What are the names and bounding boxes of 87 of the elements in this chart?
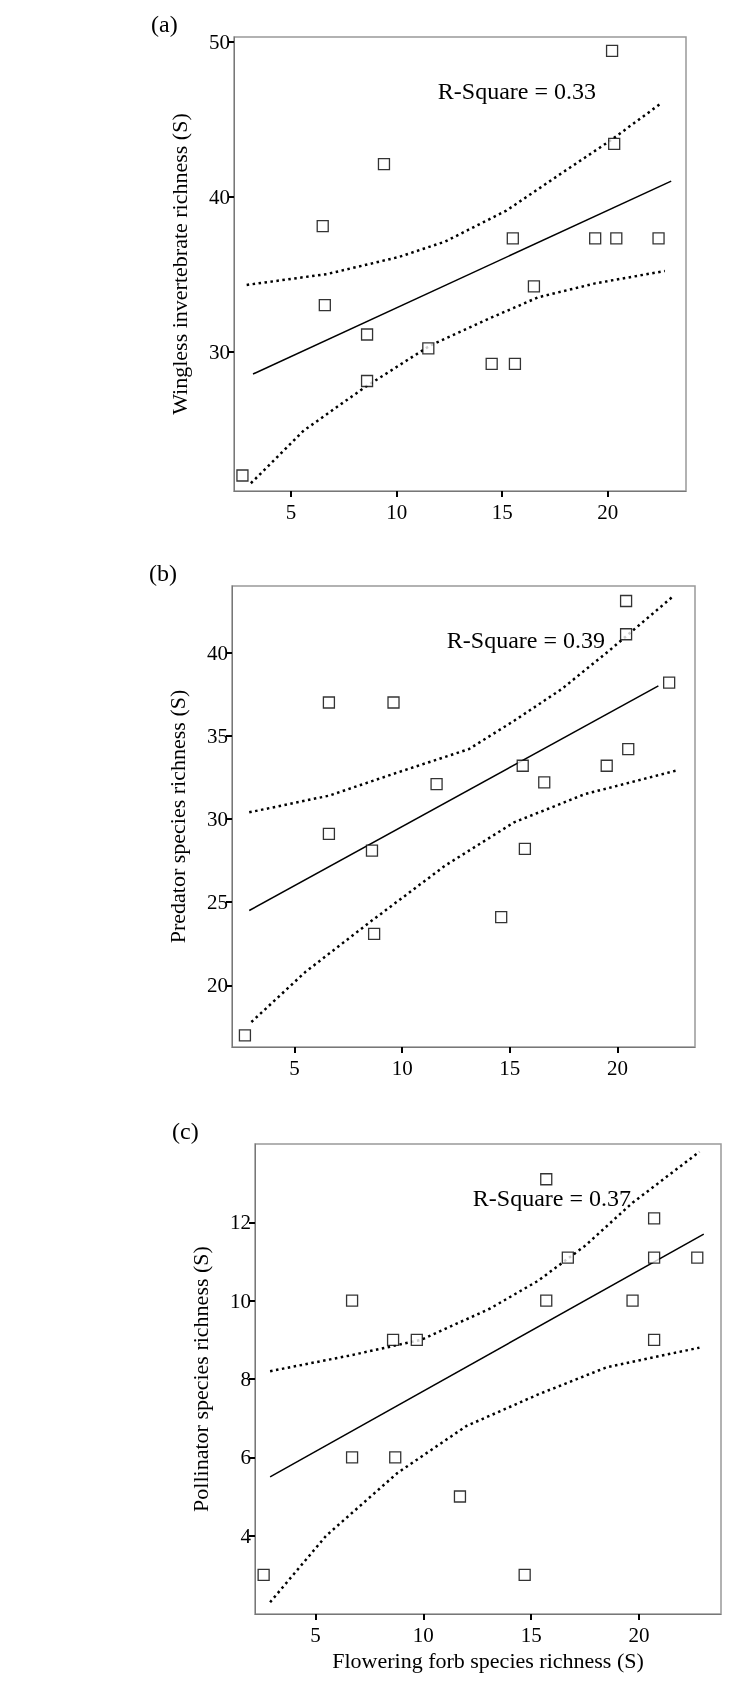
y-tick-label: 20 — [207, 973, 228, 998]
point — [387, 696, 400, 709]
y-tick-label: 12 — [230, 1210, 251, 1235]
point — [377, 157, 391, 171]
x-tick-label: 10 — [386, 499, 408, 524]
point — [365, 844, 379, 857]
line-series — [250, 769, 677, 1024]
line-series — [245, 102, 662, 287]
point — [619, 628, 633, 641]
y-axis-title: Predator species richness (S) — [164, 689, 190, 944]
y-axis-title: Pollinator species richness (S) — [187, 1246, 213, 1512]
point — [322, 696, 336, 709]
x-tick-label: 5 — [285, 499, 297, 524]
x-tick-label: 5 — [310, 1622, 321, 1647]
point — [485, 357, 498, 371]
point — [538, 776, 551, 789]
point — [236, 469, 249, 482]
y-tick-label: 6 — [240, 1445, 251, 1470]
x-tick-label: 15 — [499, 1055, 521, 1080]
point — [422, 342, 435, 355]
point — [589, 232, 602, 245]
point — [410, 1333, 423, 1346]
y-tick-label: 8 — [240, 1367, 251, 1391]
point — [386, 1333, 400, 1346]
y-tick-label: 30 — [207, 807, 228, 831]
point — [389, 1451, 402, 1464]
x-tick-label: 5 — [289, 1055, 300, 1080]
point — [605, 44, 619, 58]
point — [238, 1029, 252, 1042]
chart-title: (a) — [151, 11, 178, 37]
x-tick-label: 20 — [606, 1055, 628, 1080]
point — [360, 374, 374, 388]
y-tick-label: 40 — [209, 184, 230, 209]
point — [516, 759, 529, 772]
point — [318, 298, 331, 312]
point — [652, 232, 665, 245]
point — [518, 842, 532, 856]
point — [608, 137, 621, 151]
x-tick-label: 15 — [491, 499, 513, 524]
y-tick-label: 40 — [207, 640, 228, 665]
x-tick-label: 10 — [391, 1055, 413, 1080]
chart-title: (b) — [149, 560, 177, 586]
point — [600, 759, 613, 772]
y-tick-label: 30 — [209, 339, 230, 364]
point — [345, 1451, 359, 1464]
point — [322, 827, 336, 841]
point — [691, 1251, 704, 1264]
point — [430, 777, 443, 791]
y-tick-label: 50 — [209, 29, 230, 54]
point — [360, 328, 374, 341]
annotation: R-Square = 0.39 — [446, 627, 606, 653]
point — [540, 1173, 553, 1186]
point — [518, 1568, 531, 1581]
point — [345, 1294, 359, 1307]
point — [495, 911, 508, 924]
point — [367, 927, 381, 940]
point — [619, 594, 633, 608]
y-axis-title: Wingless invertebrate richness (S) — [166, 113, 192, 415]
point — [622, 742, 635, 756]
point — [257, 1568, 270, 1581]
point — [626, 1294, 639, 1307]
point — [647, 1212, 661, 1225]
point — [453, 1490, 467, 1503]
point — [561, 1251, 574, 1264]
y-tick-label: 35 — [207, 723, 228, 748]
chart-title: (c) — [172, 1118, 199, 1144]
point — [540, 1294, 553, 1307]
y-tick-label: 10 — [230, 1288, 251, 1313]
x-tick-label: 15 — [520, 1622, 542, 1647]
x-axis-title: Flowering forb species richness (S) — [332, 1648, 644, 1674]
point — [508, 357, 522, 371]
point — [663, 676, 676, 689]
x-tick-label: 20 — [628, 1622, 650, 1647]
y-tick-label: 25 — [207, 890, 228, 915]
x-tick-label: 10 — [412, 1622, 434, 1647]
annotation: R-Square = 0.33 — [437, 78, 597, 104]
x-tick-label: 20 — [597, 499, 619, 524]
point — [647, 1333, 661, 1346]
y-tick-label: 4 — [240, 1523, 252, 1548]
annotation: R-Square = 0.37 — [472, 1185, 632, 1211]
line-series — [247, 594, 675, 814]
line-series — [268, 1346, 701, 1604]
point — [647, 1251, 661, 1264]
point — [527, 280, 541, 293]
point — [506, 232, 519, 245]
point — [610, 232, 623, 245]
point — [316, 219, 329, 233]
